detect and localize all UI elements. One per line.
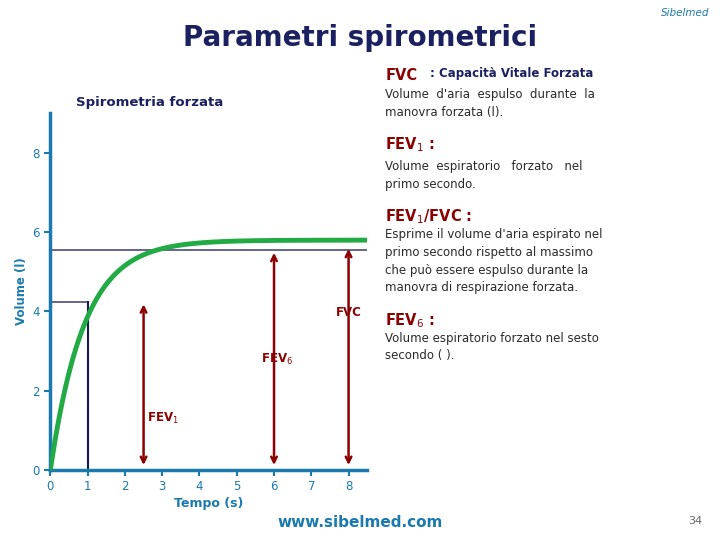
Text: Volume  d'aria  espulso  durante  la: Volume d'aria espulso durante la xyxy=(385,88,595,101)
Text: Spirometria forzata: Spirometria forzata xyxy=(76,97,223,110)
Text: manovra forzata (l).: manovra forzata (l). xyxy=(385,106,503,119)
Text: Volume  espiratorio   forzato   nel: Volume espiratorio forzato nel xyxy=(385,160,582,173)
Text: FVC: FVC xyxy=(385,68,418,83)
X-axis label: Tempo (s): Tempo (s) xyxy=(174,497,243,510)
Text: FEV$_6$ :: FEV$_6$ : xyxy=(385,311,435,330)
Text: che può essere espulso durante la: che può essere espulso durante la xyxy=(385,264,588,276)
Y-axis label: Volume (l): Volume (l) xyxy=(15,258,28,326)
Text: FEV$_1$/FVC :: FEV$_1$/FVC : xyxy=(385,207,472,226)
Text: Esprime il volume d'aria espirato nel: Esprime il volume d'aria espirato nel xyxy=(385,228,603,241)
Text: 34: 34 xyxy=(688,516,702,526)
Text: FVC: FVC xyxy=(336,306,361,319)
Text: Volume espiratorio forzato nel sesto: Volume espiratorio forzato nel sesto xyxy=(385,332,599,345)
Text: secondo ( ).: secondo ( ). xyxy=(385,349,455,362)
Text: primo secondo.: primo secondo. xyxy=(385,178,476,191)
Text: www.sibelmed.com: www.sibelmed.com xyxy=(277,515,443,530)
Text: Parametri spirometrici: Parametri spirometrici xyxy=(183,24,537,52)
Text: FEV$_1$: FEV$_1$ xyxy=(148,411,179,426)
Text: Sibelmed: Sibelmed xyxy=(661,8,709,18)
Text: : Capacità Vitale Forzata: : Capacità Vitale Forzata xyxy=(430,68,593,80)
Text: primo secondo rispetto al massimo: primo secondo rispetto al massimo xyxy=(385,246,593,259)
Text: manovra di respirazione forzata.: manovra di respirazione forzata. xyxy=(385,281,578,294)
Text: FEV$_1$ :: FEV$_1$ : xyxy=(385,136,435,154)
Text: FEV$_6$: FEV$_6$ xyxy=(261,352,293,367)
